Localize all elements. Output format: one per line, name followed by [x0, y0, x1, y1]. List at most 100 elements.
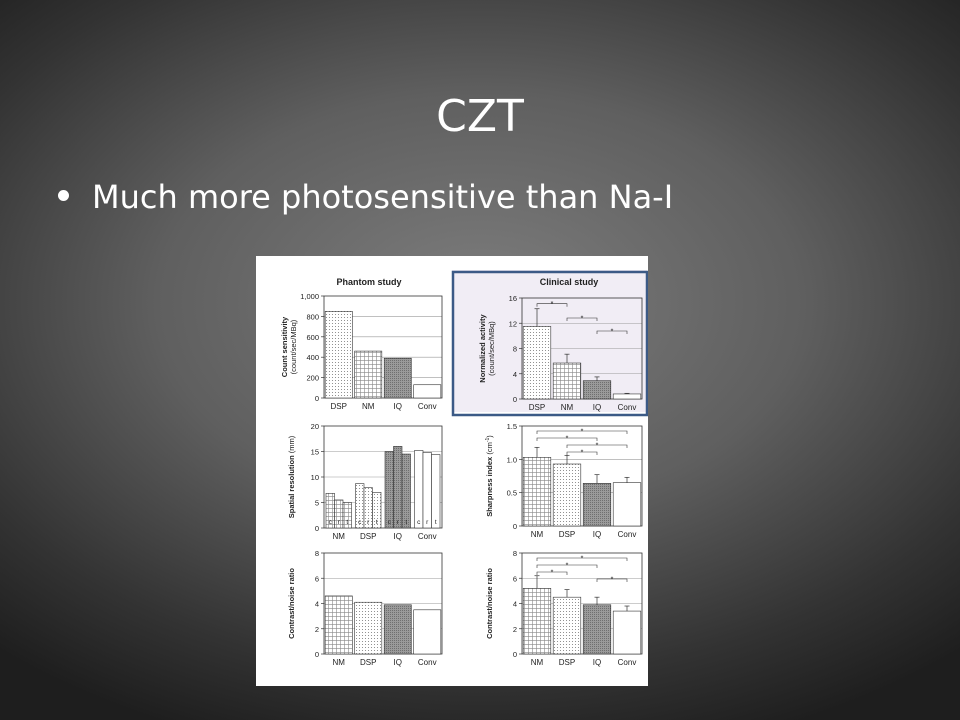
- x-category-label: NM: [561, 403, 574, 412]
- bar-sub-label: r: [338, 519, 341, 526]
- plot-frame: [323, 425, 443, 529]
- bar: [582, 604, 612, 655]
- y-axis-unit: (count/sec/MBq): [487, 321, 496, 376]
- x-category-label: Conv: [418, 658, 437, 667]
- bar-sub-label: r: [367, 519, 370, 526]
- y-tick-label: 5: [315, 499, 319, 508]
- x-category-label: NM: [333, 532, 346, 541]
- figure: Phantom study Clinical study 0 200 400 600 8…: [256, 256, 648, 686]
- significance-bracket: [566, 444, 628, 448]
- y-tick-label: 10: [311, 473, 319, 482]
- y-axis-label: Spatial resolution (mm): [287, 435, 296, 518]
- x-category-label: IQ: [593, 530, 601, 539]
- x-category-label: IQ: [593, 403, 601, 412]
- x-category-label: DSP: [360, 532, 376, 541]
- bar: [422, 452, 432, 529]
- chart-norm: 0 4 8 12 16 Normalized activity (count/sec/MBq…: [478, 294, 643, 412]
- x-category-label: DSP: [360, 658, 376, 667]
- bar-sub-label: t: [435, 519, 437, 526]
- bar: [612, 482, 642, 527]
- bar: [324, 595, 353, 655]
- chart-count: 0 200 400 600 800 1,000 Count sensitivity (coun…: [280, 292, 443, 411]
- bar: [383, 357, 412, 399]
- y-tick-label: 2: [513, 625, 517, 634]
- bar: [552, 463, 582, 527]
- significance-star: *: [581, 429, 584, 436]
- y-tick-label: 400: [306, 353, 319, 362]
- bar: [372, 492, 382, 529]
- x-category-label: NM: [333, 658, 346, 667]
- significance-star: *: [551, 570, 554, 577]
- significance-star: *: [566, 563, 569, 570]
- x-category-label: Conv: [418, 532, 437, 541]
- bar: [612, 610, 642, 655]
- bar-sub-label: c: [417, 519, 421, 526]
- bar: [552, 596, 582, 655]
- plot-frame: [323, 295, 443, 399]
- plot-frame: [323, 552, 443, 655]
- clinical-column-title: Clinical study: [540, 277, 599, 287]
- significance-bracket: [536, 571, 568, 575]
- x-category-label: NM: [531, 530, 544, 539]
- bar: [582, 483, 612, 527]
- bar: [522, 326, 552, 400]
- y-tick-label: 0: [315, 650, 319, 659]
- plot-frame: [521, 297, 643, 400]
- significance-star: *: [596, 443, 599, 450]
- x-category-label: Conv: [618, 530, 637, 539]
- bar: [401, 453, 411, 529]
- y-tick-label: 200: [306, 374, 319, 383]
- figure-svg: Phantom study Clinical study 02004006008…: [280, 270, 648, 667]
- significance-bracket: [536, 430, 628, 434]
- y-tick-label: 6: [513, 574, 517, 583]
- bar: [413, 384, 442, 399]
- y-axis-label: Count sensitivity: [280, 316, 289, 377]
- bar-sub-label: t: [346, 519, 348, 526]
- y-tick-label: 0: [315, 394, 319, 403]
- bar: [552, 362, 582, 400]
- bar-sub-label: c: [329, 519, 333, 526]
- y-tick-label: 4: [513, 600, 517, 609]
- x-category-label: Conv: [418, 402, 437, 411]
- slide-title: CZT: [436, 91, 524, 143]
- y-tick-label: 0: [513, 395, 517, 404]
- y-tick-label: 1.5: [507, 422, 517, 431]
- chart-cnr_clinical: 0 2 4 6 8 Contrast/noise ratio NM DSP IQ Conv * * * *: [485, 549, 643, 667]
- significance-bracket: [536, 437, 598, 441]
- bar-sub-label: r: [426, 519, 429, 526]
- bar-sub-label: t: [405, 519, 407, 526]
- y-tick-label: 6: [315, 574, 319, 583]
- x-category-label: DSP: [559, 658, 575, 667]
- significance-star: *: [581, 316, 584, 323]
- y-tick-label: 15: [311, 448, 319, 457]
- bullet-item: Much more photosensitive than Na-I: [58, 178, 673, 216]
- y-tick-label: 0: [513, 522, 517, 531]
- y-tick-label: 4: [513, 370, 517, 379]
- bar: [384, 451, 394, 529]
- bar: [612, 393, 642, 400]
- bullet-dot-icon: [58, 189, 69, 201]
- significance-bracket: [596, 330, 628, 334]
- bar: [342, 502, 352, 529]
- significance-star: *: [611, 329, 614, 336]
- x-category-label: Conv: [618, 658, 637, 667]
- y-tick-label: 0: [513, 650, 517, 659]
- significance-star: *: [581, 450, 584, 457]
- significance-bracket: [566, 451, 598, 455]
- x-category-label: NM: [362, 402, 375, 411]
- bar: [413, 609, 442, 655]
- x-category-label: DSP: [331, 402, 347, 411]
- bar: [324, 310, 353, 399]
- significance-star: *: [566, 436, 569, 443]
- y-tick-label: 20: [311, 422, 319, 431]
- bar: [582, 380, 612, 400]
- y-tick-label: 800: [306, 312, 319, 321]
- y-tick-label: 4: [315, 600, 319, 609]
- bar: [431, 454, 441, 529]
- y-tick-label: 8: [513, 549, 517, 558]
- significance-bracket: [536, 557, 628, 561]
- phantom-column-title: Phantom study: [336, 277, 401, 287]
- significance-star: *: [551, 301, 554, 308]
